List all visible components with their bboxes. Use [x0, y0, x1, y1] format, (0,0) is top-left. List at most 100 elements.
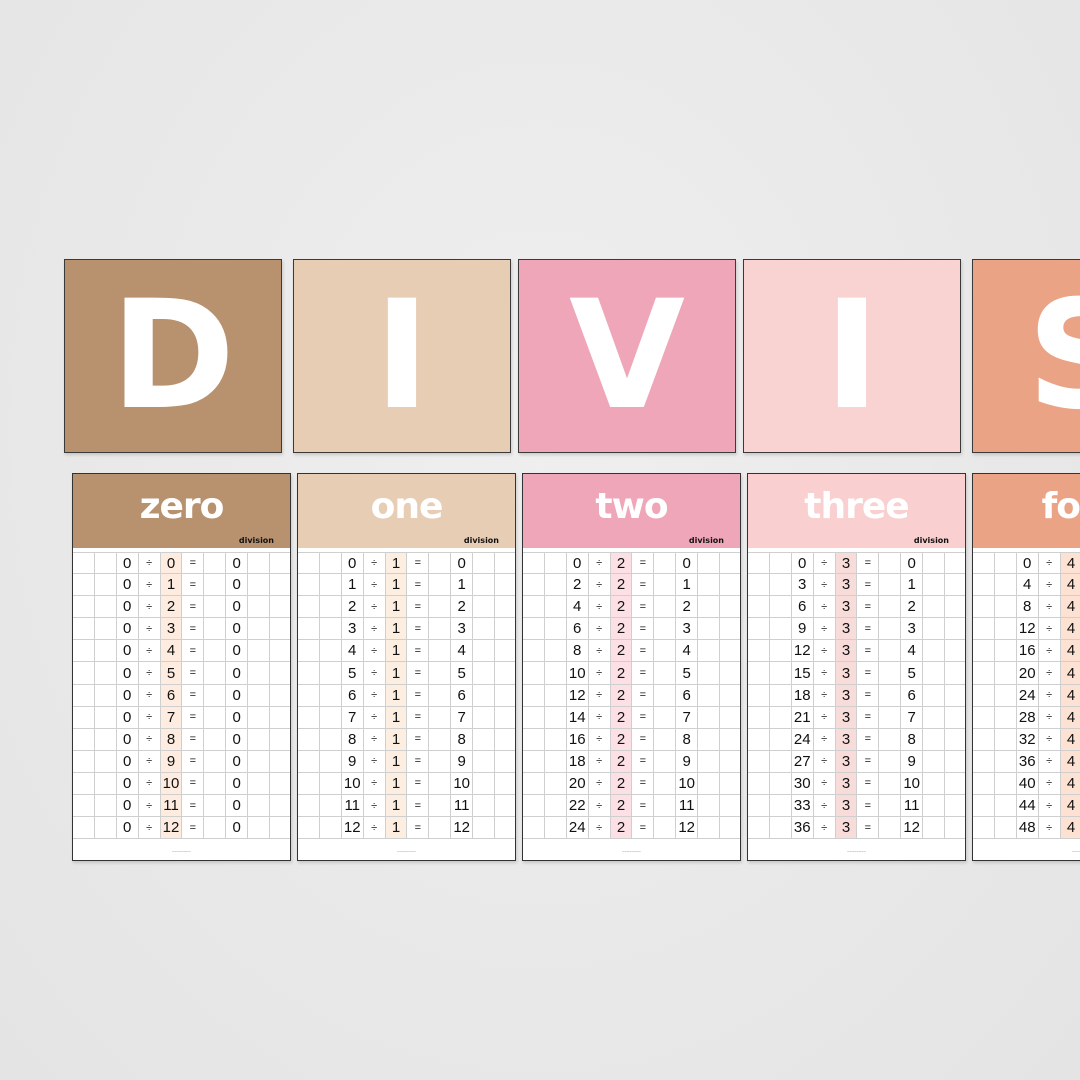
grid-cell: [923, 574, 946, 596]
equals-sign: =: [407, 640, 430, 662]
grid-cell: [945, 729, 965, 750]
quotient: 2: [451, 596, 474, 618]
table-row: 36 ÷ 3 = 12: [748, 817, 965, 840]
table-row: 40÷4=10: [973, 772, 1080, 796]
table-row: 12÷4=3: [973, 618, 1080, 641]
grid-cell: [495, 817, 515, 838]
dividend: 24: [792, 728, 814, 750]
divisor: 3: [835, 596, 858, 618]
grid-cell: [698, 706, 721, 728]
grid-cell: [973, 596, 995, 618]
divide-sign: ÷: [364, 640, 386, 662]
equals-sign: =: [632, 640, 655, 662]
division-card-two: two division 0 ÷ 2 = 0 2 ÷ 2 = 1 4 ÷ 2 = 2 6 ÷ 2 = 3 8 ÷ 2 = 4 10…: [522, 473, 741, 861]
table-row: 12 ÷ 1 = 12: [298, 817, 515, 840]
dividend: 27: [792, 750, 814, 772]
quotient: 0: [226, 574, 249, 596]
quotient: 1: [676, 574, 699, 596]
grid-cell: [770, 662, 792, 684]
quotient: 8: [676, 728, 699, 750]
divide-sign: ÷: [589, 662, 611, 684]
grid-cell: [73, 750, 95, 772]
card-subtitle: division: [688, 536, 724, 545]
divisor: 11: [160, 795, 183, 817]
grid-cell: [248, 750, 271, 772]
grid-cell: [748, 640, 770, 662]
grid-cell: [545, 817, 567, 839]
grid-cell: [204, 750, 227, 772]
division-table: 0 ÷ 3 = 0 3 ÷ 3 = 1 6 ÷ 3 = 2 9 ÷ 3 = 3 12 ÷ 3 = 4 15 ÷ 3 = 5 18 ÷ 3 = 6 21…: [748, 552, 965, 840]
table-row: 0 ÷ 3 = 0: [748, 552, 965, 575]
divisor: 2: [610, 618, 633, 640]
grid-cell: [654, 553, 677, 574]
grid-cell: [73, 817, 95, 839]
divisor: 2: [610, 772, 633, 795]
equals-sign: =: [857, 795, 880, 817]
grid-cell: [545, 596, 567, 618]
dividend: 30: [792, 772, 814, 795]
table-row: 36÷4=9: [973, 750, 1080, 773]
grid-cell: [654, 817, 677, 839]
divisor: 2: [610, 817, 633, 839]
card-title: zero: [139, 486, 225, 527]
grid-cell: [698, 817, 721, 839]
grid-cell: [995, 640, 1017, 662]
grid-cell: [945, 662, 965, 683]
grid-cell: [523, 640, 545, 662]
grid-cell: [473, 640, 496, 662]
grid-cell: [429, 640, 452, 662]
quotient: 3: [901, 618, 924, 640]
table-row: 16÷4=4: [973, 640, 1080, 663]
table-row: 3 ÷ 1 = 3: [298, 618, 515, 641]
quotient: 3: [676, 618, 699, 640]
table-row: 22 ÷ 2 = 11: [523, 795, 740, 818]
banner-letter: S: [1027, 281, 1080, 431]
divide-sign: ÷: [139, 750, 161, 772]
dividend: 7: [342, 706, 364, 728]
grid-cell: [698, 662, 721, 684]
grid-cell: [748, 772, 770, 795]
card-subtitle: division: [913, 536, 949, 545]
grid-cell: [298, 618, 320, 640]
grid-cell: [879, 706, 902, 728]
divide-sign: ÷: [589, 684, 611, 706]
grid-cell: [73, 553, 95, 574]
equals-sign: =: [632, 728, 655, 750]
equals-sign: =: [407, 574, 430, 596]
grid-cell: [204, 772, 227, 795]
divide-sign: ÷: [589, 795, 611, 817]
divide-sign: ÷: [814, 553, 836, 574]
divide-sign: ÷: [814, 574, 836, 596]
grid-cell: [95, 640, 117, 662]
equals-sign: =: [632, 817, 655, 839]
grid-cell: [270, 751, 290, 772]
quotient: 0: [451, 553, 474, 574]
grid-cell: [995, 662, 1017, 684]
equals-sign: =: [182, 574, 205, 596]
grid-cell: [923, 662, 946, 684]
quotient: 0: [226, 618, 249, 640]
divisor: 2: [610, 596, 633, 618]
grid-cell: [73, 574, 95, 596]
grid-cell: [248, 772, 271, 795]
dividend: 0: [117, 640, 139, 662]
dividend: 0: [117, 817, 139, 839]
dividend: 6: [567, 618, 589, 640]
grid-cell: [248, 706, 271, 728]
grid-cell: [923, 728, 946, 750]
equals-sign: =: [632, 596, 655, 618]
grid-cell: [879, 596, 902, 618]
divisor: 4: [160, 640, 183, 662]
banner-letter: I: [374, 269, 430, 443]
grid-cell: [495, 618, 515, 639]
grid-cell: [879, 618, 902, 640]
table-row: 0 ÷ 11 = 0: [73, 795, 290, 818]
equals-sign: =: [857, 750, 880, 772]
divisor: 2: [610, 574, 633, 596]
equals-sign: =: [632, 706, 655, 728]
dividend: 0: [342, 553, 364, 574]
divide-sign: ÷: [1039, 772, 1061, 795]
quotient: 0: [226, 640, 249, 662]
dividend: 2: [342, 596, 364, 618]
dividend: 10: [342, 772, 364, 795]
